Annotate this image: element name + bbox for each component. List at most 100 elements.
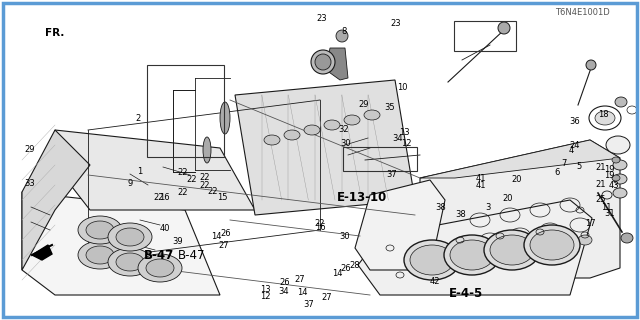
Ellipse shape xyxy=(78,216,122,244)
Ellipse shape xyxy=(530,230,574,260)
Text: 37: 37 xyxy=(303,300,314,309)
Text: 32: 32 xyxy=(339,125,349,134)
Text: 18: 18 xyxy=(598,110,609,119)
Polygon shape xyxy=(420,140,620,278)
Text: 11: 11 xyxy=(602,203,612,212)
Text: 7: 7 xyxy=(562,159,567,168)
Ellipse shape xyxy=(284,130,300,140)
Polygon shape xyxy=(358,200,592,295)
Ellipse shape xyxy=(364,110,380,120)
Polygon shape xyxy=(326,48,348,80)
Text: 36: 36 xyxy=(570,117,580,126)
Text: 13: 13 xyxy=(399,128,410,137)
Text: 40: 40 xyxy=(160,224,170,233)
Ellipse shape xyxy=(116,253,144,271)
Ellipse shape xyxy=(490,235,534,265)
Ellipse shape xyxy=(336,30,348,42)
Ellipse shape xyxy=(108,223,152,251)
Polygon shape xyxy=(22,130,90,270)
Ellipse shape xyxy=(613,188,627,198)
Text: 31: 31 xyxy=(604,209,614,218)
Polygon shape xyxy=(55,130,255,210)
Text: 14: 14 xyxy=(332,269,342,278)
Text: 20: 20 xyxy=(502,194,513,203)
Text: 22: 22 xyxy=(200,181,210,190)
Ellipse shape xyxy=(315,54,331,70)
Text: B-47: B-47 xyxy=(143,249,174,262)
Ellipse shape xyxy=(548,240,562,250)
Text: 22: 22 xyxy=(200,173,210,182)
Text: FR.: FR. xyxy=(45,28,64,38)
Text: 27: 27 xyxy=(219,241,229,250)
Text: 8: 8 xyxy=(342,27,347,36)
Ellipse shape xyxy=(410,245,454,275)
Ellipse shape xyxy=(615,97,627,107)
Text: 23: 23 xyxy=(316,14,326,23)
Ellipse shape xyxy=(578,235,592,245)
Ellipse shape xyxy=(324,120,340,130)
Text: 2: 2 xyxy=(135,114,140,123)
Text: T6N4E1001D: T6N4E1001D xyxy=(555,8,610,17)
Ellipse shape xyxy=(138,254,182,282)
Ellipse shape xyxy=(524,225,580,265)
Text: 9: 9 xyxy=(127,180,132,188)
Text: 26: 26 xyxy=(221,229,231,238)
Ellipse shape xyxy=(444,235,500,275)
Text: 19: 19 xyxy=(604,171,614,180)
Text: 26: 26 xyxy=(280,278,290,287)
Text: 16: 16 xyxy=(315,223,325,232)
Text: 17: 17 xyxy=(585,220,595,228)
Text: 6: 6 xyxy=(554,168,559,177)
Text: 27: 27 xyxy=(294,276,305,284)
Ellipse shape xyxy=(586,60,596,70)
Ellipse shape xyxy=(86,246,114,264)
Text: 27: 27 xyxy=(321,293,332,302)
Text: 43: 43 xyxy=(609,181,620,190)
Text: 35: 35 xyxy=(384,103,394,112)
Text: 33: 33 xyxy=(25,179,35,188)
Ellipse shape xyxy=(220,102,230,134)
Text: 29: 29 xyxy=(358,100,369,109)
Text: 16: 16 xyxy=(159,193,170,202)
Text: E-4-5: E-4-5 xyxy=(449,287,483,300)
Text: 42: 42 xyxy=(430,277,440,286)
Text: 28: 28 xyxy=(350,261,360,270)
Text: E-13-10: E-13-10 xyxy=(337,191,387,204)
Ellipse shape xyxy=(116,228,144,246)
Text: 10: 10 xyxy=(397,84,407,92)
Text: 41: 41 xyxy=(476,174,486,183)
Ellipse shape xyxy=(488,250,502,260)
Polygon shape xyxy=(32,245,52,260)
Text: 21: 21 xyxy=(595,180,605,189)
Ellipse shape xyxy=(344,115,360,125)
Ellipse shape xyxy=(595,111,615,125)
Ellipse shape xyxy=(621,233,633,243)
Ellipse shape xyxy=(264,135,280,145)
Ellipse shape xyxy=(518,245,532,255)
Text: 22: 22 xyxy=(178,168,188,177)
Text: 41: 41 xyxy=(476,181,486,190)
Polygon shape xyxy=(355,180,445,270)
Text: 22: 22 xyxy=(207,187,218,196)
Text: 1: 1 xyxy=(137,167,142,176)
Ellipse shape xyxy=(203,137,211,163)
Text: 38: 38 xyxy=(456,210,466,219)
Text: 34: 34 xyxy=(393,134,403,143)
Ellipse shape xyxy=(612,157,620,163)
Text: 3: 3 xyxy=(485,204,490,212)
Ellipse shape xyxy=(606,136,630,154)
Polygon shape xyxy=(235,80,415,215)
Text: B-47: B-47 xyxy=(179,249,205,262)
Text: 23: 23 xyxy=(390,19,401,28)
Text: 12: 12 xyxy=(260,292,271,301)
Ellipse shape xyxy=(613,174,627,184)
Text: 25: 25 xyxy=(595,196,605,204)
Ellipse shape xyxy=(458,255,472,265)
Text: 24: 24 xyxy=(570,141,580,150)
Text: 4: 4 xyxy=(569,146,574,155)
Ellipse shape xyxy=(146,259,174,277)
Text: 39: 39 xyxy=(173,237,183,246)
Ellipse shape xyxy=(613,160,627,170)
Polygon shape xyxy=(22,192,220,295)
Ellipse shape xyxy=(404,240,460,280)
